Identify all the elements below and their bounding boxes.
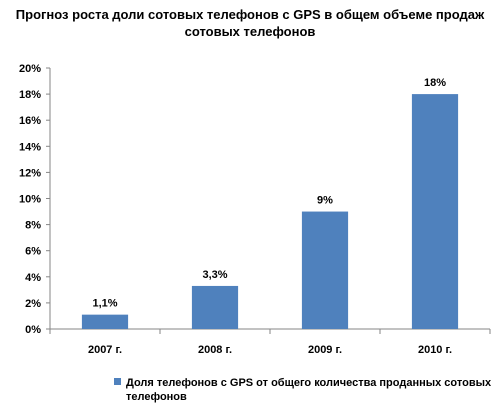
data-label: 1,1% [92, 298, 117, 310]
y-tick-label: 4% [25, 272, 41, 284]
y-tick-label: 8% [25, 220, 41, 232]
y-tick-label: 18% [19, 89, 41, 101]
bar [411, 94, 459, 329]
bar [81, 314, 129, 329]
data-labels: 1,1% 3,3% 9% 18% [92, 77, 446, 310]
y-tick-label: 6% [25, 246, 41, 258]
x-tick-label: 2009 г. [308, 344, 342, 356]
chart-title: Прогноз роста доли сотовых телефонов с G… [16, 7, 485, 39]
data-label: 3,3% [202, 269, 227, 281]
x-axis: 2007 г. 2008 г. 2009 г. 2010 г. [49, 328, 491, 356]
data-label: 9% [317, 195, 333, 207]
legend: Доля телефонов с GPS от общего количеств… [114, 377, 492, 403]
y-tick-label: 14% [19, 141, 41, 153]
bars [81, 94, 459, 329]
y-tick-label: 2% [25, 298, 41, 310]
chart-title-line-1: Прогноз роста доли сотовых телефонов с G… [16, 7, 485, 22]
y-tick-label: 16% [19, 115, 41, 127]
y-tick-label: 10% [19, 194, 41, 206]
data-label: 18% [424, 77, 446, 89]
y-tick-label: 12% [19, 167, 41, 179]
chart-title-line-2: сотовых телефонов [185, 24, 316, 39]
x-tick-label: 2010 г. [418, 344, 452, 356]
y-axis: 0% 2% 4% 6% 8% 10% 12% 14% 16% 18% 20% [19, 63, 51, 336]
bar [191, 285, 239, 329]
bar [301, 211, 349, 329]
y-tick-label: 20% [19, 63, 41, 75]
x-tick-label: 2008 г. [198, 344, 232, 356]
y-tick-label: 0% [25, 324, 41, 336]
x-tick-label: 2007 г. [88, 344, 122, 356]
legend-swatch [114, 378, 121, 385]
legend-text-line-2: телефонов [126, 391, 187, 403]
legend-text-line-1: Доля телефонов с GPS от общего количеств… [126, 377, 492, 389]
